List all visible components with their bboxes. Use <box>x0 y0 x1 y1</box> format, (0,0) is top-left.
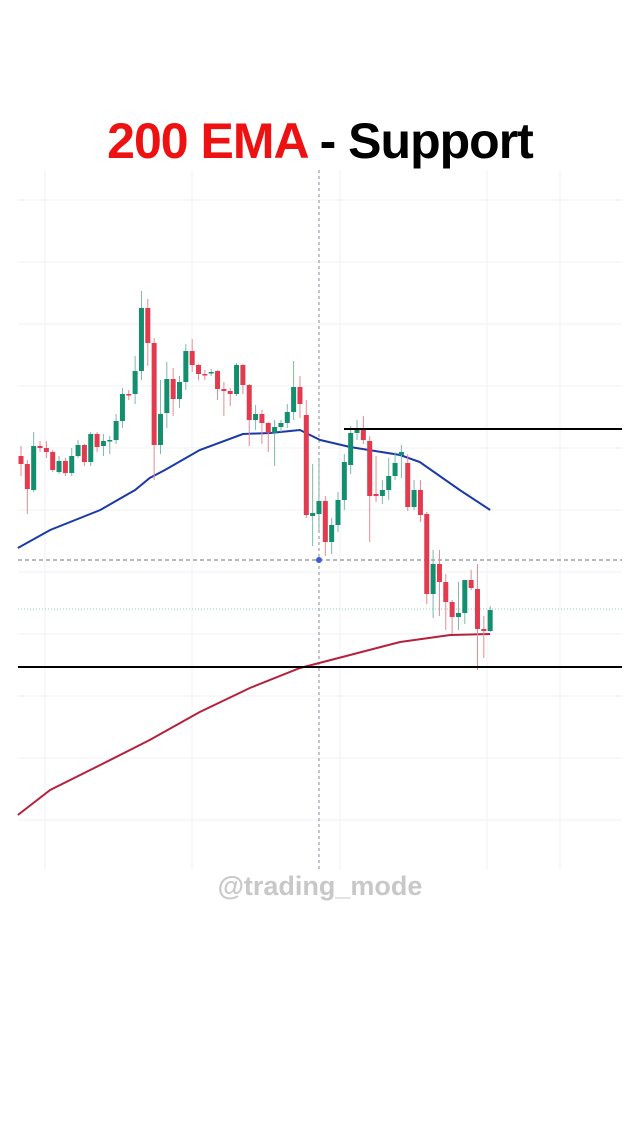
candle-up <box>392 463 398 476</box>
candle-up <box>56 461 62 472</box>
candle-down <box>481 629 487 631</box>
candle-down <box>126 394 132 396</box>
candle-down <box>373 494 379 496</box>
candle-up <box>411 490 417 507</box>
candle-up <box>386 476 392 490</box>
candle-up <box>31 446 37 490</box>
candle-up <box>100 441 106 446</box>
candle-down <box>449 602 455 617</box>
candle-up <box>487 610 493 631</box>
candle-up <box>329 525 335 542</box>
candle-up <box>291 387 297 412</box>
candle-down <box>303 415 309 515</box>
ema-200-line <box>17 633 491 816</box>
candle-up <box>107 440 113 442</box>
candle-down <box>322 501 328 542</box>
candle-down <box>436 564 442 582</box>
title-highlight: 200 EMA <box>107 113 308 169</box>
candle-down <box>367 441 373 496</box>
candle-up <box>348 433 354 465</box>
candle-up <box>88 434 94 462</box>
candle-up <box>341 462 347 500</box>
candle-down <box>227 391 233 394</box>
candle-down <box>259 414 265 423</box>
candle-up <box>75 445 81 456</box>
candle-down <box>202 374 208 376</box>
candle-up <box>234 365 240 394</box>
candle-down <box>424 514 430 594</box>
candle-down <box>62 461 68 473</box>
candle-up <box>379 490 385 496</box>
candle-down <box>405 463 411 507</box>
candle-up <box>284 412 290 423</box>
candle-down <box>468 580 474 588</box>
candle-up <box>208 372 214 374</box>
candle-up <box>164 379 170 413</box>
candle-up <box>398 452 404 455</box>
candle-down <box>474 589 480 629</box>
title-rest: - Support <box>306 113 534 169</box>
candle-up <box>310 513 316 516</box>
candle-down <box>297 387 303 404</box>
candle-up <box>455 613 461 617</box>
page-title: 200 EMA - Support <box>0 112 640 170</box>
candle-up <box>113 421 119 440</box>
candle-down <box>145 308 151 343</box>
candle-down <box>50 452 56 470</box>
candle-up <box>335 500 341 525</box>
candle-down <box>360 428 366 440</box>
watermark: @trading_mode <box>217 871 423 901</box>
candle-down <box>417 490 423 515</box>
candle-up <box>183 351 189 382</box>
candle-down <box>215 371 221 389</box>
crosshair-dot <box>315 557 322 563</box>
candle-up <box>354 429 360 433</box>
candle-down <box>240 365 246 385</box>
candle-down <box>170 379 176 399</box>
candle-down <box>37 446 43 448</box>
candle-down <box>196 365 202 374</box>
candle-down <box>94 434 100 447</box>
candle-up <box>462 580 468 613</box>
candle-down <box>18 456 24 464</box>
candle-up <box>316 501 322 514</box>
candle-down <box>246 385 252 420</box>
candle-down <box>43 448 49 452</box>
candle-up <box>272 427 278 433</box>
candle-down <box>151 343 157 445</box>
candle-down <box>265 423 271 433</box>
candle-up <box>177 382 182 399</box>
candle-up <box>253 414 259 420</box>
candle-down <box>221 389 227 391</box>
candle-up <box>278 423 284 427</box>
candle-up <box>157 414 163 445</box>
candle-up <box>132 371 138 394</box>
candle-up <box>119 394 125 421</box>
candle-down <box>189 351 195 365</box>
candle-up <box>69 456 75 473</box>
candle-down <box>24 464 30 489</box>
ema-fast-line <box>17 428 491 549</box>
candle-down <box>443 582 449 602</box>
candle-up <box>138 308 144 371</box>
candle-up <box>430 564 436 594</box>
candle-down <box>81 445 87 462</box>
